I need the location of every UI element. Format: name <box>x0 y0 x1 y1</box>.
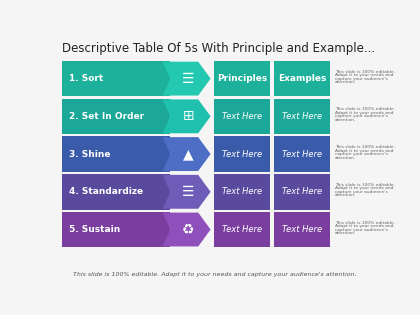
Text: 3. Shine: 3. Shine <box>69 150 110 158</box>
Text: This slide is 100% editable.: This slide is 100% editable. <box>335 145 395 149</box>
FancyBboxPatch shape <box>62 136 170 172</box>
Text: capture your audience's: capture your audience's <box>335 227 387 232</box>
FancyBboxPatch shape <box>215 212 270 247</box>
Text: Principles: Principles <box>217 74 268 83</box>
FancyBboxPatch shape <box>274 136 330 172</box>
Text: Adapt it to your needs and: Adapt it to your needs and <box>335 186 393 190</box>
Polygon shape <box>163 100 210 133</box>
Text: 5. Sustain: 5. Sustain <box>69 225 120 234</box>
Text: Text Here: Text Here <box>222 225 262 234</box>
Text: ♻: ♻ <box>182 222 194 237</box>
Text: Examples: Examples <box>278 74 326 83</box>
Text: 1. Sort: 1. Sort <box>69 74 103 83</box>
Text: This slide is 100% editable.: This slide is 100% editable. <box>335 70 395 74</box>
Text: 4. Standardize: 4. Standardize <box>69 187 143 196</box>
Text: Adapt it to your needs and: Adapt it to your needs and <box>335 73 393 77</box>
Polygon shape <box>163 175 210 209</box>
FancyBboxPatch shape <box>62 174 170 209</box>
Text: This slide is 100% editable.: This slide is 100% editable. <box>335 107 395 112</box>
Polygon shape <box>163 62 210 95</box>
Text: Text Here: Text Here <box>282 112 322 121</box>
FancyBboxPatch shape <box>62 212 170 247</box>
Text: 2. Set In Order: 2. Set In Order <box>69 112 144 121</box>
FancyBboxPatch shape <box>215 174 270 209</box>
Text: attention.: attention. <box>335 231 356 235</box>
FancyBboxPatch shape <box>215 136 270 172</box>
Text: ▲: ▲ <box>183 147 194 161</box>
Text: attention.: attention. <box>335 156 356 159</box>
Text: Text Here: Text Here <box>282 225 322 234</box>
Text: This slide is 100% editable. Adapt it to your needs and capture your audience's : This slide is 100% editable. Adapt it to… <box>74 272 357 278</box>
Polygon shape <box>163 137 210 171</box>
FancyBboxPatch shape <box>215 61 270 96</box>
FancyBboxPatch shape <box>274 61 330 96</box>
FancyBboxPatch shape <box>62 61 170 96</box>
Text: This slide is 100% editable.: This slide is 100% editable. <box>335 183 395 187</box>
Polygon shape <box>163 213 210 246</box>
Text: attention.: attention. <box>335 80 356 84</box>
Text: capture your audience's: capture your audience's <box>335 114 387 118</box>
FancyBboxPatch shape <box>62 99 170 134</box>
Text: Text Here: Text Here <box>282 150 322 158</box>
Text: Adapt it to your needs and: Adapt it to your needs and <box>335 224 393 228</box>
Text: attention.: attention. <box>335 118 356 122</box>
Text: Descriptive Table Of 5s With Principle and Example...: Descriptive Table Of 5s With Principle a… <box>62 42 375 55</box>
FancyBboxPatch shape <box>215 99 270 134</box>
FancyBboxPatch shape <box>274 212 330 247</box>
Text: Adapt it to your needs and: Adapt it to your needs and <box>335 149 393 152</box>
Text: capture your audience's: capture your audience's <box>335 190 387 194</box>
FancyBboxPatch shape <box>274 174 330 209</box>
Text: capture your audience's: capture your audience's <box>335 77 387 81</box>
Text: ☰: ☰ <box>182 72 194 86</box>
FancyBboxPatch shape <box>274 99 330 134</box>
Text: This slide is 100% editable.: This slide is 100% editable. <box>335 220 395 225</box>
Text: attention.: attention. <box>335 193 356 197</box>
Text: Text Here: Text Here <box>222 187 262 196</box>
Text: Adapt it to your needs and: Adapt it to your needs and <box>335 111 393 115</box>
Text: Text Here: Text Here <box>222 112 262 121</box>
Text: ⊞: ⊞ <box>182 109 194 123</box>
Text: capture your audience's: capture your audience's <box>335 152 387 156</box>
Text: Text Here: Text Here <box>222 150 262 158</box>
Text: ☰: ☰ <box>182 185 194 199</box>
Text: Text Here: Text Here <box>282 187 322 196</box>
